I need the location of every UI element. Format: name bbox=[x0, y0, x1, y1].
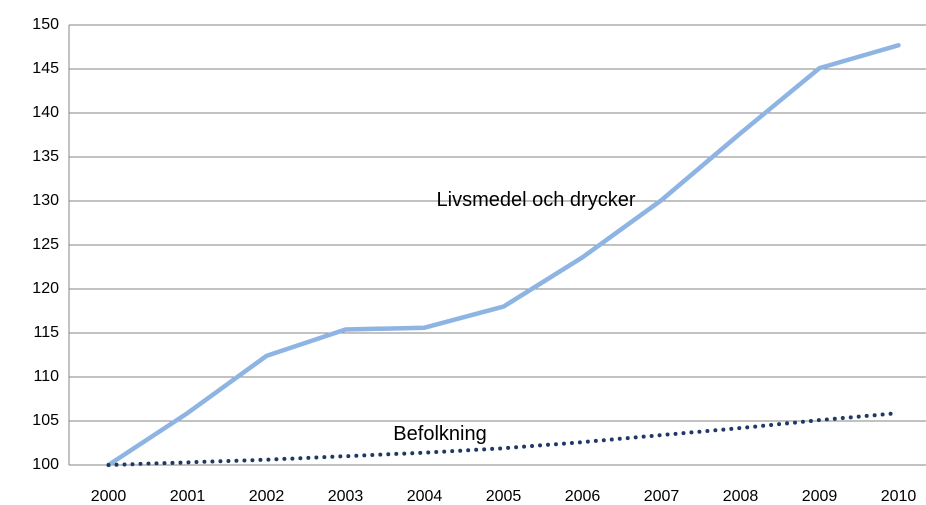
y-tick-label: 105 bbox=[32, 412, 59, 429]
x-tick-label: 2010 bbox=[881, 488, 917, 505]
y-tick-label: 135 bbox=[32, 148, 59, 165]
y-tick-label: 110 bbox=[33, 368, 59, 385]
y-tick-label: 100 bbox=[32, 456, 59, 473]
x-tick-label: 2005 bbox=[486, 488, 522, 505]
x-tick-label: 2003 bbox=[328, 488, 364, 505]
y-tick-label: 150 bbox=[32, 16, 59, 33]
x-tick-label: 2002 bbox=[249, 488, 285, 505]
x-tick-label: 2000 bbox=[91, 488, 127, 505]
x-tick-label: 2007 bbox=[644, 488, 680, 505]
x-tick-label: 2008 bbox=[723, 488, 759, 505]
x-tick-label: 2001 bbox=[170, 488, 206, 505]
x-tick-label: 2009 bbox=[802, 488, 838, 505]
series-line bbox=[106, 42, 901, 468]
y-tick-label: 125 bbox=[32, 236, 59, 253]
y-tick-label: 120 bbox=[32, 280, 59, 297]
y-tick-label: 145 bbox=[32, 60, 59, 77]
y-tick-label: 115 bbox=[33, 324, 59, 341]
x-tick-label: 2006 bbox=[565, 488, 601, 505]
series-annotation: Befolkning bbox=[393, 423, 487, 445]
x-tick-label: 2004 bbox=[407, 488, 443, 505]
series-annotation: Livsmedel och drycker bbox=[436, 189, 636, 211]
y-tick-label: 130 bbox=[32, 192, 59, 209]
y-tick-label: 140 bbox=[32, 104, 59, 121]
